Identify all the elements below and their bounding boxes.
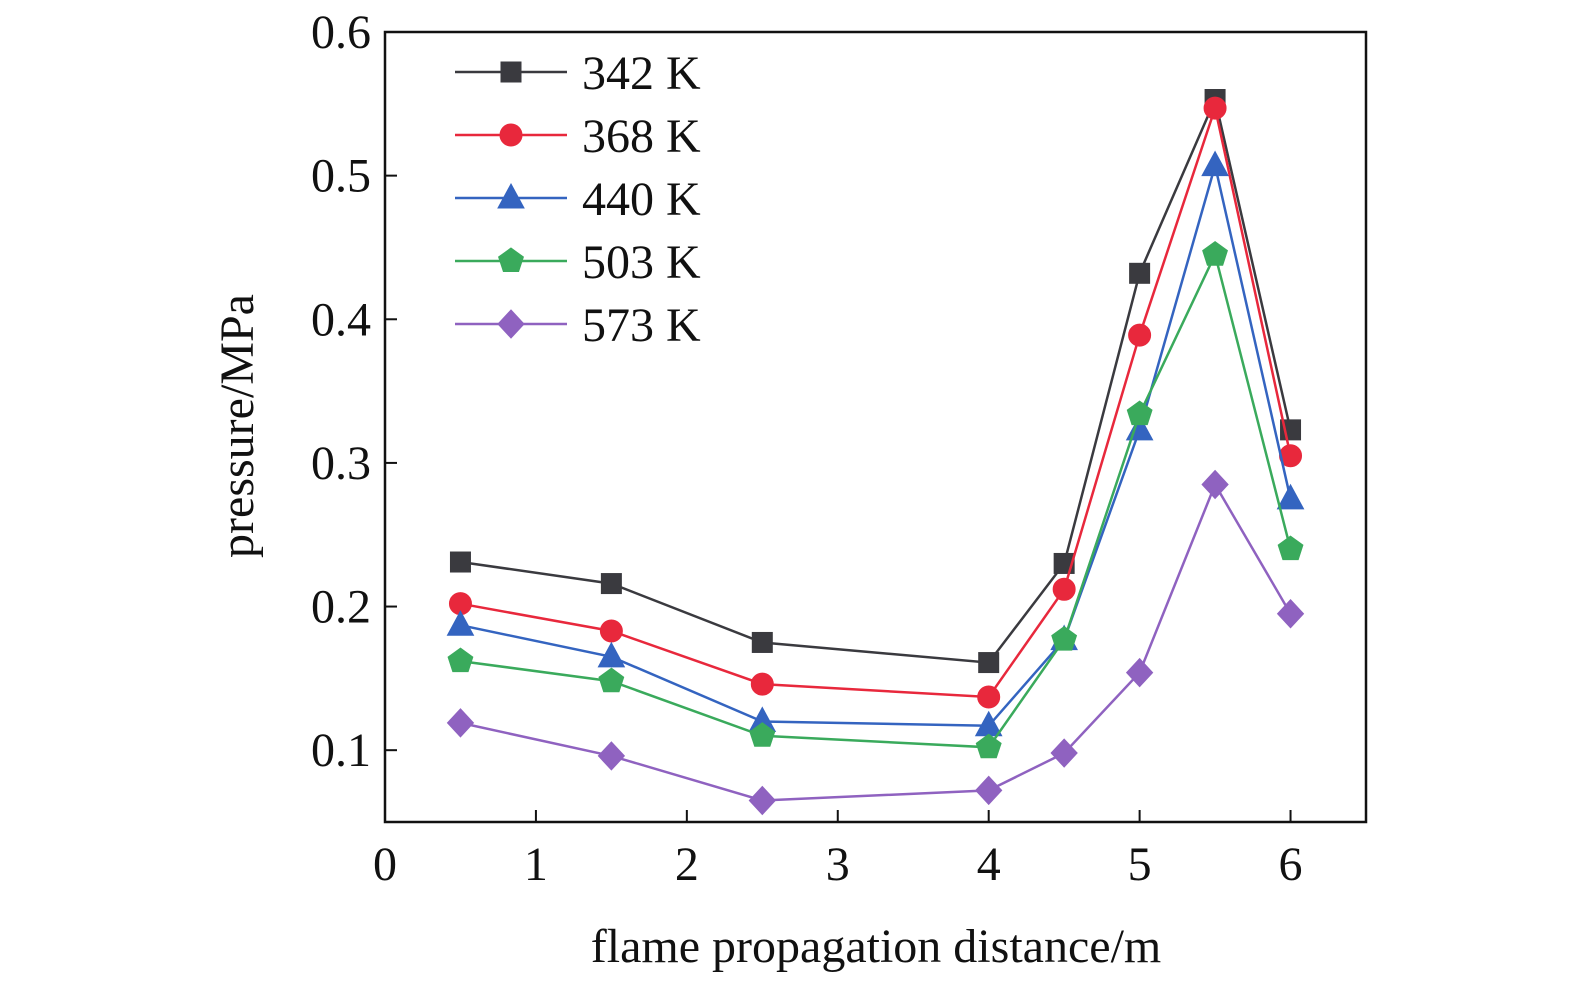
data-point [1276, 598, 1305, 629]
data-point [975, 733, 1002, 759]
y-tick-label: 0.6 [311, 6, 371, 59]
axes: 0 1 2 3 4 5 6 0.1 0.2 0.3 0.4 0.5 0.6 [311, 6, 1368, 891]
data-point [1125, 657, 1154, 688]
data-point [749, 722, 776, 747]
x-axis-label: flame propagation distance/m [591, 920, 1161, 973]
data-point [446, 610, 475, 636]
data-point [447, 647, 474, 673]
data-point [1202, 240, 1228, 266]
data-point [600, 573, 622, 595]
y-axis-label: pressure/MPa [211, 294, 264, 558]
legend-label: 573 K [582, 299, 701, 352]
x-tick-label: 1 [524, 838, 548, 891]
data-point [1277, 535, 1304, 561]
x-tick-label: 2 [675, 838, 699, 891]
data-point [1203, 96, 1227, 120]
data-point [597, 641, 626, 668]
legend-marker [497, 182, 525, 209]
x-tick-label: 3 [826, 838, 850, 891]
x-tick-label: 6 [1279, 838, 1303, 891]
legend-label: 368 K [582, 110, 701, 163]
data-point [598, 667, 625, 693]
data-point [1126, 400, 1153, 426]
legend-label: 342 K [582, 47, 701, 100]
series-342-k [449, 89, 1302, 674]
x-tick-label: 4 [977, 838, 1001, 891]
series-440-k [446, 150, 1305, 737]
legend-item: 573 K [455, 299, 701, 352]
series-line [460, 481, 1292, 802]
data-point [1050, 738, 1078, 768]
data-point [599, 619, 623, 643]
series-line [460, 95, 1292, 664]
legend-marker [498, 247, 524, 272]
data-point [977, 685, 1001, 709]
y-tick-label: 0.3 [311, 437, 371, 490]
x-tick-label: 5 [1128, 838, 1152, 891]
series-line [460, 165, 1292, 728]
legend: 342 K 368 K 440 K 503 K 573 K [455, 47, 701, 352]
legend-marker [500, 61, 522, 83]
data-point [1201, 150, 1229, 177]
plot-frame [383, 30, 1368, 824]
series-group [446, 89, 1305, 816]
data-point [975, 775, 1003, 806]
y-tick-label: 0.4 [311, 293, 371, 346]
data-point [1052, 577, 1076, 601]
y-tick-label: 0.5 [311, 150, 371, 203]
series-573-k [446, 469, 1305, 816]
data-point [1129, 262, 1151, 284]
legend-item: 342 K [455, 47, 701, 100]
legend-marker [499, 123, 523, 147]
series-line [460, 103, 1292, 699]
legend-marker [497, 309, 525, 339]
data-point [748, 785, 776, 816]
series-368-k [448, 96, 1303, 709]
data-point [750, 672, 774, 696]
data-point [1201, 469, 1229, 500]
data-point [1276, 483, 1305, 510]
data-point [1128, 323, 1152, 347]
legend-label: 503 K [582, 236, 701, 289]
legend-label: 440 K [582, 173, 701, 226]
data-point [751, 631, 773, 653]
data-point [449, 551, 471, 573]
y-tick-label: 0.1 [311, 724, 371, 777]
legend-item: 440 K [455, 173, 701, 226]
series-503-k [447, 240, 1304, 759]
data-point [1051, 625, 1078, 651]
legend-item: 503 K [455, 236, 701, 289]
data-point [978, 652, 1000, 674]
data-point [597, 741, 626, 771]
y-tick-label: 0.2 [311, 581, 371, 634]
series-line [460, 250, 1292, 749]
data-point [446, 708, 475, 738]
legend-item: 368 K [455, 110, 701, 163]
x-tick-label: 0 [373, 838, 397, 891]
